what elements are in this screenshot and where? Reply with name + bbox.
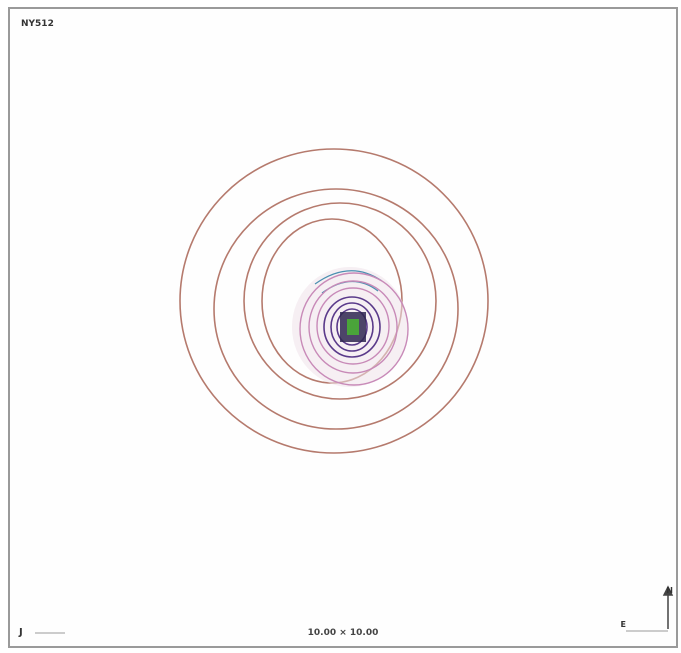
image-frame: NY512 J 10.00 × 10.00 E N (8, 7, 678, 648)
north-arrow-head (662, 585, 674, 596)
contour-5 (299, 272, 409, 386)
band-label: J (19, 627, 23, 638)
object-name: NY512 (21, 19, 54, 29)
compass-north-label: N (666, 586, 673, 595)
inner-contours (323, 296, 381, 358)
core-green (347, 319, 359, 335)
field-of-view: 10.00 × 10.00 (307, 628, 379, 638)
contour-3 (243, 202, 437, 400)
contour-10 (336, 308, 368, 346)
contour-9 (330, 302, 374, 352)
contour-6 (308, 280, 398, 374)
contour-7 (316, 287, 390, 365)
contour-1 (179, 148, 489, 454)
contour-2 (213, 188, 459, 430)
contour-plot (35, 148, 674, 634)
compass (626, 585, 674, 632)
contour-8 (323, 296, 381, 358)
mid-contours (299, 272, 409, 386)
compass-east-label: E (620, 620, 626, 629)
